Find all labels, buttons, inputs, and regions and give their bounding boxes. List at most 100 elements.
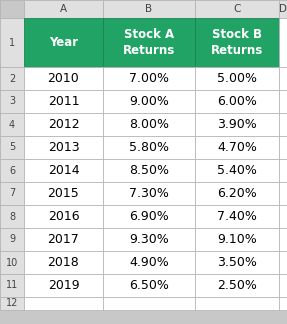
Bar <box>24 182 103 205</box>
Bar <box>195 0 279 18</box>
Bar <box>195 228 279 251</box>
Text: C: C <box>233 4 241 14</box>
Text: 2018: 2018 <box>48 256 79 269</box>
Bar <box>24 113 103 136</box>
Text: 6.20%: 6.20% <box>217 187 257 200</box>
Text: Year: Year <box>49 36 78 49</box>
Text: 9.00%: 9.00% <box>129 95 169 108</box>
Bar <box>0 159 24 182</box>
Bar <box>103 159 195 182</box>
Bar <box>0 228 24 251</box>
Text: 2014: 2014 <box>48 164 79 177</box>
Bar <box>103 251 195 274</box>
Bar <box>279 18 287 67</box>
Bar <box>0 67 24 90</box>
Bar <box>195 67 279 90</box>
Bar <box>103 0 195 18</box>
Bar <box>0 18 24 67</box>
Text: 7.00%: 7.00% <box>129 72 169 85</box>
Bar <box>103 297 195 310</box>
Bar <box>103 113 195 136</box>
Bar <box>24 297 103 310</box>
Bar <box>279 297 287 310</box>
Bar <box>103 205 195 228</box>
Bar <box>0 182 24 205</box>
Bar <box>0 90 24 113</box>
Text: 10: 10 <box>6 258 18 268</box>
Bar <box>24 205 103 228</box>
Bar <box>103 67 195 90</box>
Bar <box>103 90 195 113</box>
Text: 12: 12 <box>6 298 18 308</box>
Bar <box>0 205 24 228</box>
Text: 2019: 2019 <box>48 279 79 292</box>
Bar <box>195 113 279 136</box>
Text: 7.40%: 7.40% <box>217 210 257 223</box>
Text: 9.30%: 9.30% <box>129 233 169 246</box>
Bar <box>195 90 279 113</box>
Text: Stock A
Returns: Stock A Returns <box>123 28 175 57</box>
Bar <box>24 67 103 90</box>
Text: 5.80%: 5.80% <box>129 141 169 154</box>
Bar <box>0 274 24 297</box>
Bar <box>279 90 287 113</box>
Text: 4: 4 <box>9 120 15 130</box>
Text: 2016: 2016 <box>48 210 79 223</box>
Bar <box>0 136 24 159</box>
Bar <box>195 182 279 205</box>
Bar <box>103 274 195 297</box>
Text: 8.00%: 8.00% <box>129 118 169 131</box>
Bar <box>24 251 103 274</box>
Bar <box>24 18 103 67</box>
Text: 4.70%: 4.70% <box>217 141 257 154</box>
Bar <box>195 205 279 228</box>
Text: 2011: 2011 <box>48 95 79 108</box>
Bar <box>24 159 103 182</box>
Bar <box>279 113 287 136</box>
Bar <box>195 297 279 310</box>
Text: 5: 5 <box>9 143 15 153</box>
Text: 3.90%: 3.90% <box>217 118 257 131</box>
Bar <box>24 90 103 113</box>
Text: 2: 2 <box>9 74 15 84</box>
Text: 2.50%: 2.50% <box>217 279 257 292</box>
Text: 1: 1 <box>9 38 15 48</box>
Text: 3: 3 <box>9 97 15 107</box>
Text: 3.50%: 3.50% <box>217 256 257 269</box>
Bar <box>0 0 24 18</box>
Bar <box>195 136 279 159</box>
Text: 6: 6 <box>9 166 15 176</box>
Text: 11: 11 <box>6 281 18 291</box>
Text: 6.90%: 6.90% <box>129 210 169 223</box>
Text: Stock B
Returns: Stock B Returns <box>211 28 263 57</box>
Bar <box>103 228 195 251</box>
Text: 2017: 2017 <box>48 233 79 246</box>
Bar <box>24 0 103 18</box>
Text: B: B <box>146 4 153 14</box>
Bar <box>0 297 24 310</box>
Text: 8.50%: 8.50% <box>129 164 169 177</box>
Bar <box>195 251 279 274</box>
Bar <box>279 228 287 251</box>
Bar <box>279 67 287 90</box>
Text: 7: 7 <box>9 189 15 199</box>
Text: 5.00%: 5.00% <box>217 72 257 85</box>
Bar <box>103 18 195 67</box>
Bar <box>279 251 287 274</box>
Bar <box>279 0 287 18</box>
Text: 7.30%: 7.30% <box>129 187 169 200</box>
Text: 2012: 2012 <box>48 118 79 131</box>
Bar <box>279 205 287 228</box>
Text: 5.40%: 5.40% <box>217 164 257 177</box>
Bar <box>279 159 287 182</box>
Bar <box>0 251 24 274</box>
Bar <box>103 182 195 205</box>
Bar <box>279 136 287 159</box>
Bar <box>195 159 279 182</box>
Text: 6.00%: 6.00% <box>217 95 257 108</box>
Text: 6.50%: 6.50% <box>129 279 169 292</box>
Text: 2015: 2015 <box>48 187 79 200</box>
Text: 2013: 2013 <box>48 141 79 154</box>
Bar <box>195 274 279 297</box>
Bar <box>279 182 287 205</box>
